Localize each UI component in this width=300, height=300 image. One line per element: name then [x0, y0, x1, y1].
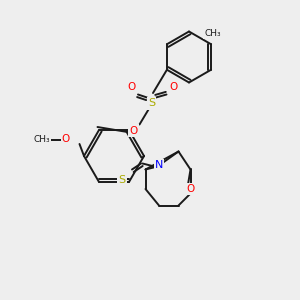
Text: O: O	[170, 82, 178, 92]
Text: CH₃: CH₃	[34, 135, 50, 144]
Text: O: O	[186, 184, 195, 194]
Text: O: O	[129, 125, 138, 136]
Text: S: S	[148, 98, 155, 109]
Text: N: N	[155, 160, 163, 170]
Text: O: O	[128, 82, 136, 92]
Text: CH₃: CH₃	[204, 29, 221, 38]
Text: S: S	[118, 175, 126, 185]
Text: O: O	[62, 134, 70, 145]
